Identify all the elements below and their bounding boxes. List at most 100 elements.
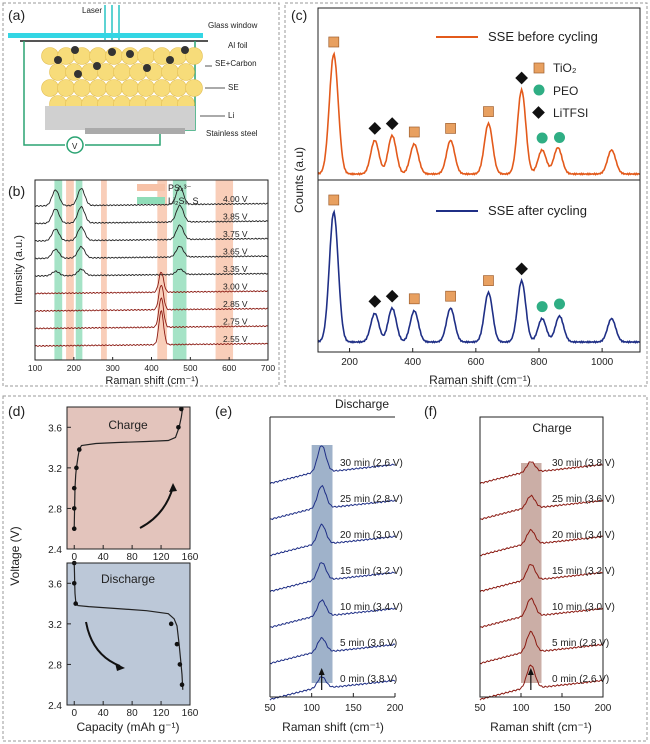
panel_e-spectrum (269, 523, 396, 557)
panel-b-xlabel: Raman shift (cm⁻¹) (105, 375, 198, 387)
panel_f-xtick-label: 150 (554, 703, 571, 714)
panel_e-spectrum (269, 484, 396, 521)
panel-b-xtick-label: 200 (67, 363, 81, 373)
discharge-point (177, 662, 183, 667)
panel_f-time-label: 5 min (2.8 V) (552, 638, 609, 649)
discharge-arrow-head (115, 663, 125, 671)
panel-b-spectrum (34, 245, 269, 260)
carbon-particle (108, 48, 116, 56)
panel-d-ytick-label: 2.4 (48, 545, 62, 556)
panel_f-xtick-label: 100 (513, 703, 530, 714)
panel-d-xtick-label: 0 (71, 552, 77, 563)
al-label: Al foil (228, 41, 248, 50)
panel-e: (e) Discharge 30 min (2.6 V) 25 min (2.8 … (215, 397, 404, 734)
panel_f-spectrum (479, 461, 604, 485)
panel-d-xtick-label: 40 (98, 552, 110, 563)
panel-f-title: Charge (532, 421, 572, 435)
se-particle (73, 79, 91, 97)
se-particle (105, 79, 123, 97)
legend-after: SSE after cycling (488, 203, 587, 218)
discharge-point (71, 580, 77, 586)
glass-window (8, 33, 203, 38)
panel_f-time-label: 25 min (3.6 V) (552, 494, 615, 505)
legend-peo-icon (533, 84, 545, 96)
discharge-point (174, 641, 180, 647)
carbon-particle (143, 64, 151, 72)
peo-marker (554, 298, 565, 310)
panel-d-axes-top (66, 406, 191, 550)
panel-b-spectrum (34, 284, 269, 312)
panel_e-spectrum (269, 599, 396, 629)
laser-label: Laser (82, 6, 102, 15)
charge-point (74, 465, 79, 471)
panel-b-voltage-label: 3.35 V (223, 264, 248, 274)
panel_f-time-label: 10 min (3.0 V) (552, 602, 615, 613)
panel-e-label: (e) (215, 403, 232, 419)
charge-arrow-head (169, 483, 177, 492)
tio2-marker (328, 36, 340, 48)
panel_e-xtick-label: 150 (345, 703, 362, 714)
solid-electrolyte-particles (41, 46, 203, 113)
panel-d-xtick-label: 0 (71, 708, 77, 719)
spectrum-before (317, 51, 641, 176)
panel_f-time-label: 20 min (3.4 V) (552, 530, 615, 541)
se-particle (49, 63, 67, 81)
panel-d-axes-bottom (66, 562, 191, 706)
panel-a: (a) Laser Glass window Al foil V SE+Carb… (8, 5, 258, 154)
panel-c-xtick-label: 600 (467, 357, 484, 368)
panel-a-label: (a) (8, 7, 25, 23)
legend-ps4: PS₄³⁻ (168, 183, 192, 193)
pink-band (66, 180, 74, 360)
legend-litfsi: LiTFSI (553, 106, 588, 120)
panel-b-spectrum (34, 310, 269, 347)
se-particle (137, 79, 155, 97)
panel-b-ylabel: Intensity (a.u.) (13, 235, 25, 305)
panel-e-title: Discharge (335, 397, 389, 411)
legend-li2sx: Li₂Sₓ, S (168, 196, 198, 206)
panel-b-voltage-label: 2.55 V (223, 334, 248, 344)
pink-band (157, 180, 168, 360)
panel-b-spectrum (34, 268, 269, 278)
discharge-band (311, 445, 333, 683)
legend-litfsi-icon (532, 106, 545, 119)
litfsi-marker (368, 295, 382, 308)
panel-c-xtick-label: 1000 (591, 357, 614, 368)
se-particle (185, 47, 203, 65)
panel_e-time-label: 5 min (3.6 V) (340, 638, 397, 649)
legend-swatch-green (137, 197, 165, 204)
voltmeter-label: V (72, 142, 78, 151)
se-particle (185, 79, 203, 97)
tio2-marker (408, 293, 420, 305)
panel-d-xtick-label: 40 (98, 708, 110, 719)
panel_e-spectrum (269, 562, 396, 593)
panel_f-xtick-label: 200 (595, 703, 612, 714)
charge-point (71, 526, 77, 532)
panel-b-spectrum (35, 185, 269, 208)
panel-b-spectrum (34, 271, 269, 295)
panel-b-spectrum (34, 204, 269, 225)
panel_f-spectrum (479, 563, 604, 593)
panel_e-time-label: 30 min (2.6 V) (340, 458, 403, 469)
panel-d-ytick-label: 3.2 (48, 620, 62, 631)
se-particle (153, 79, 171, 97)
discharge-title: Discharge (101, 572, 155, 586)
panel-d-ytick-label: 2.8 (48, 504, 62, 515)
panel_e-spectrum (269, 445, 396, 485)
panel_f-spectrum (479, 528, 604, 557)
panel-f-label: (f) (424, 403, 437, 419)
panel-b-spectrum (34, 297, 269, 330)
panel-c-ylabel: Counts (a.u) (292, 147, 306, 213)
panel-d: (d) Charge Discharge 0 0 40 40 80 80 120 120 160… (8, 403, 199, 734)
panel-d-xtick-label: 160 (182, 708, 199, 719)
carbon-particle (93, 62, 101, 70)
panel-d-ytick-label: 3.6 (48, 423, 62, 434)
panel-d-xtick-label: 80 (127, 708, 139, 719)
panel-b: (b) 4.00 V 3.85 V 3.75 V 3.65 V 3.35 V 3.00 V… (8, 179, 275, 387)
legend-tio2: TiO₂ (553, 61, 577, 75)
panel_f-spectrum (479, 597, 604, 629)
se-particle (57, 79, 75, 97)
panel-c-xlabel: Raman shift (cm⁻¹) (429, 373, 531, 387)
panel_f-spectrum (479, 664, 604, 701)
frame-ab (2, 2, 280, 387)
